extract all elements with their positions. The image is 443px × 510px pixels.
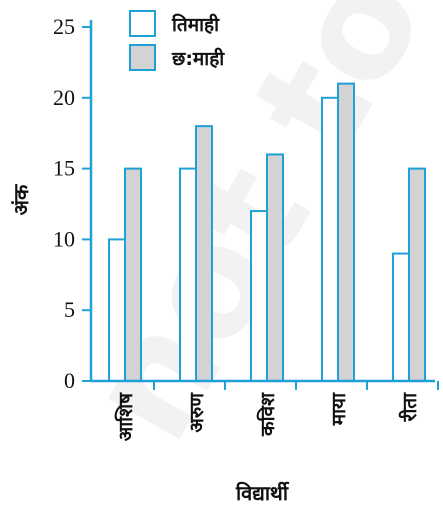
bar-quarterly xyxy=(108,238,126,382)
legend-label-quarterly: तिमाही xyxy=(171,13,220,36)
legend-swatch-quarterly xyxy=(129,10,156,37)
y-axis-ticks: 0 5 10 15 20 25 xyxy=(53,14,91,393)
x-category-label: अरुण xyxy=(186,392,208,433)
y-tick-label: 10 xyxy=(53,226,75,251)
x-category-label: कविश xyxy=(256,392,279,437)
x-category-label: आशिष xyxy=(114,392,137,441)
legend-swatch-halfyearly xyxy=(129,44,156,71)
bar-quarterly xyxy=(321,96,339,383)
bar-quarterly xyxy=(392,252,410,382)
y-tick-label: 15 xyxy=(53,156,75,181)
legend: तिमाही छ:माही xyxy=(129,10,225,71)
bars xyxy=(108,82,426,383)
y-axis-title: अंक xyxy=(9,183,33,215)
x-axis-category-labels: आशिष अरुण कविश माया रीता xyxy=(114,381,439,441)
bar-quarterly xyxy=(250,210,268,382)
bar-halfyearly xyxy=(124,167,142,382)
y-tick-label: 20 xyxy=(53,85,75,110)
y-tick-label: 25 xyxy=(53,14,75,39)
bar-quarterly xyxy=(179,167,197,382)
x-category-label: माया xyxy=(328,392,350,426)
watermark: not to xyxy=(53,0,443,468)
bar-halfyearly xyxy=(408,167,426,382)
y-tick-label: 0 xyxy=(64,368,75,393)
bar-halfyearly xyxy=(195,125,213,383)
x-axis-title: विद्यार्थी xyxy=(235,481,290,505)
y-tick-label: 5 xyxy=(64,297,75,322)
bar-halfyearly xyxy=(337,82,355,382)
bar-halfyearly xyxy=(266,153,284,382)
x-category-label: रीता xyxy=(398,392,421,423)
legend-label-halfyearly: छ:माही xyxy=(171,47,225,70)
